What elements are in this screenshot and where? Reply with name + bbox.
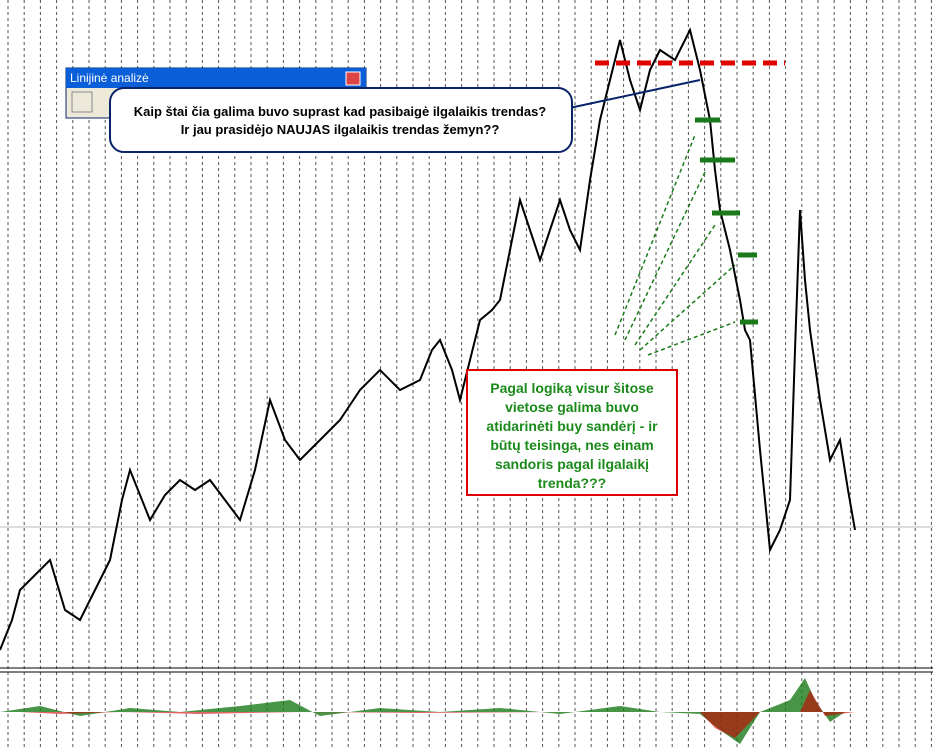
note-line: sandoris pagal ilgalaikį (495, 456, 649, 472)
indicator (20, 690, 855, 738)
note-line: būtų teisinga, nes einam (490, 437, 653, 453)
note-line: trenda??? (538, 475, 606, 491)
note-line: vietose galima buvo (505, 399, 639, 415)
green-levels (695, 117, 758, 325)
note-line: atidarinėti buy sandėrį - ir (486, 418, 658, 434)
window-title: Linijinė analizė (70, 71, 149, 85)
callout-line: Kaip štai čia galima buvo suprast kad pa… (134, 104, 547, 119)
close-button[interactable] (345, 71, 361, 86)
callout-line: Ir jau prasidėjo NAUJAS ilgalaikis trend… (181, 122, 500, 137)
indicator (0, 678, 855, 744)
note-line: Pagal logiką visur šitose (490, 380, 654, 396)
callout: Kaip štai čia galima buvo suprast kad pa… (109, 79, 701, 153)
arrows (614, 134, 736, 356)
note-box: Pagal logiką visur šitose vietose galima … (466, 369, 678, 496)
price-line (0, 27, 856, 651)
cursor-tool[interactable] (71, 91, 93, 113)
